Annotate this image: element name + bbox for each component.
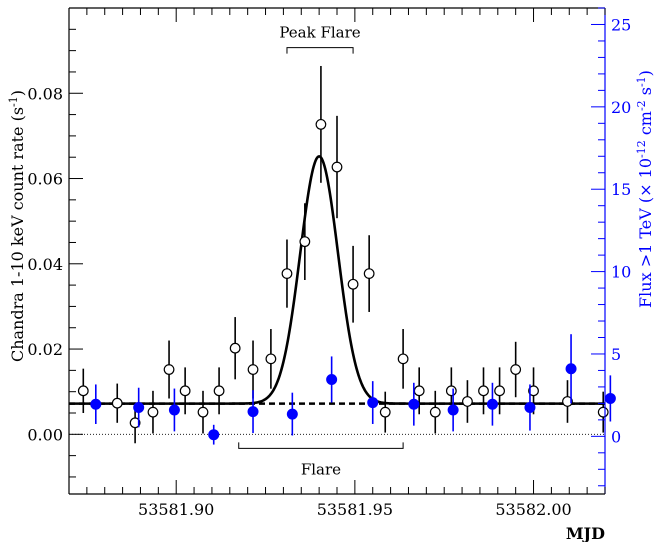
xray-point <box>299 236 311 248</box>
xray-point <box>213 385 225 397</box>
xray-point <box>429 406 441 418</box>
xray-series <box>77 65 609 444</box>
tev-point <box>286 408 298 420</box>
y-right-tick-label: 5 <box>611 345 621 364</box>
tev-point <box>208 429 220 441</box>
xray-point <box>265 353 277 365</box>
tev-point <box>486 398 498 410</box>
xray-point <box>77 385 89 397</box>
tev-point <box>604 392 616 404</box>
xray-point <box>315 118 327 130</box>
tev-point <box>408 398 420 410</box>
y-left-tick-label: 0.00 <box>27 425 63 444</box>
xray-point <box>197 406 209 418</box>
y-left-tick-label: 0.08 <box>27 84 63 103</box>
xray-point <box>347 278 359 290</box>
y-left-tick-label: 0.02 <box>27 340 63 359</box>
gaussian-fit-line <box>69 155 605 405</box>
tev-point <box>565 363 577 375</box>
y-left-tick-label: 0.04 <box>27 255 63 274</box>
peak-flare-label: Peak Flare <box>279 24 360 42</box>
tev-point <box>247 406 259 418</box>
xray-point <box>494 385 505 397</box>
flare-label: Flare <box>301 460 341 478</box>
y-left-axis-label: Chandra 1-10 keV count rate (s-1) <box>7 90 27 362</box>
tev-point <box>524 402 536 414</box>
x-tick-label: 53581.95 <box>317 500 393 519</box>
xray-point <box>528 385 539 397</box>
y-right-tick-label: 15 <box>611 180 631 199</box>
xray-point <box>462 396 473 407</box>
y-right-tick-label: 20 <box>611 98 631 117</box>
y-right-tick-label: 0 <box>611 427 621 446</box>
tev-point <box>367 397 379 409</box>
peak-flare-bracket <box>286 47 354 54</box>
xray-point <box>129 417 141 429</box>
xray-point <box>331 161 343 173</box>
y-left-tick-label: 0.06 <box>27 170 63 189</box>
tev-point <box>133 402 145 414</box>
xray-point <box>163 364 175 375</box>
xray-point <box>179 385 191 397</box>
xray-point <box>510 364 522 375</box>
annotations: Peak Flare Flare <box>238 24 404 478</box>
xray-point <box>363 268 375 279</box>
flare-bracket <box>238 442 404 449</box>
xray-point <box>597 406 609 418</box>
x-axis-label: MJD <box>566 524 605 542</box>
xray-point <box>397 353 409 365</box>
fit-layer <box>69 155 605 405</box>
xray-point <box>229 342 241 354</box>
xray-point <box>562 396 573 407</box>
axes: 53581.90 53581.95 53582.00 MJD 0.00 0.02 0.04 0… <box>7 7 655 542</box>
xray-point <box>247 364 259 375</box>
tev-point <box>326 374 338 386</box>
xray-point <box>413 385 425 397</box>
xray-point <box>111 397 123 409</box>
y-right-tick-label: 25 <box>611 15 631 34</box>
xray-point <box>147 406 159 418</box>
tev-point <box>447 404 459 416</box>
xray-point <box>379 406 391 418</box>
x-tick-label: 53581.90 <box>138 500 214 519</box>
tev-point <box>90 398 102 410</box>
tev-point <box>168 404 180 416</box>
tev-series <box>90 334 616 445</box>
y-right-tick-label: 10 <box>611 263 631 282</box>
xray-point <box>478 385 489 397</box>
xray-point <box>445 385 457 397</box>
xray-point <box>281 268 293 279</box>
x-tick-label: 53582.00 <box>495 500 571 519</box>
y-right-axis-label: Flux >1 TeV (× 10-12 cm-2 s-1) <box>635 70 655 308</box>
